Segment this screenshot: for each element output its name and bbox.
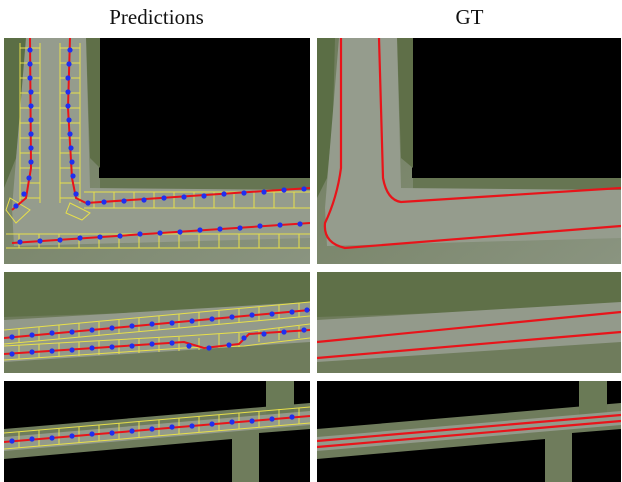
gt-panel-narrow-road <box>317 381 621 482</box>
predicted-lane-lines <box>4 415 310 443</box>
vegetation <box>86 38 100 168</box>
vegetation <box>4 272 310 317</box>
gt-column-title: GT <box>455 5 484 29</box>
predictions-column-title: Predictions <box>109 5 204 29</box>
road-surface <box>12 38 310 246</box>
road-surface <box>325 38 621 246</box>
road-surface <box>317 302 621 362</box>
prediction-panel-narrow-road <box>4 381 310 482</box>
keypoints <box>9 307 310 357</box>
keypoints <box>9 414 295 444</box>
gt-panel-intersection <box>317 38 621 264</box>
prediction-panel-parallel-road <box>4 272 310 373</box>
keypoints <box>13 47 307 245</box>
vegetation <box>397 38 413 168</box>
gt-lane-lines <box>323 38 621 250</box>
gt-lane-lines <box>317 310 621 360</box>
gt-panel-parallel-road <box>317 272 621 373</box>
gt-lane-lines <box>317 413 621 449</box>
vegetation <box>317 38 335 198</box>
prediction-panel-intersection <box>4 38 310 264</box>
vegetation <box>317 272 621 317</box>
